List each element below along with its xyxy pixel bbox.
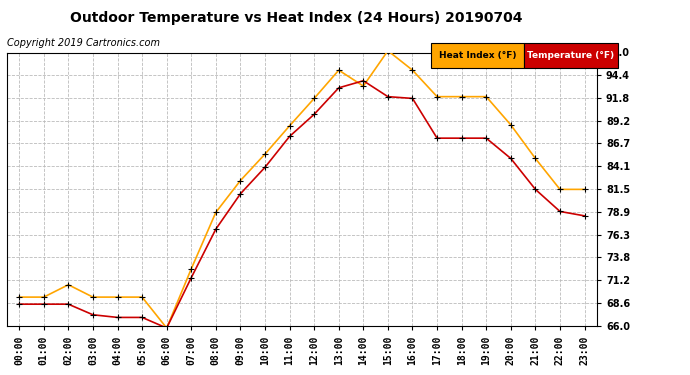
Text: Temperature (°F): Temperature (°F) (527, 51, 615, 60)
Text: Copyright 2019 Cartronics.com: Copyright 2019 Cartronics.com (7, 38, 160, 48)
Text: Outdoor Temperature vs Heat Index (24 Hours) 20190704: Outdoor Temperature vs Heat Index (24 Ho… (70, 11, 523, 25)
Text: Heat Index (°F): Heat Index (°F) (439, 51, 517, 60)
